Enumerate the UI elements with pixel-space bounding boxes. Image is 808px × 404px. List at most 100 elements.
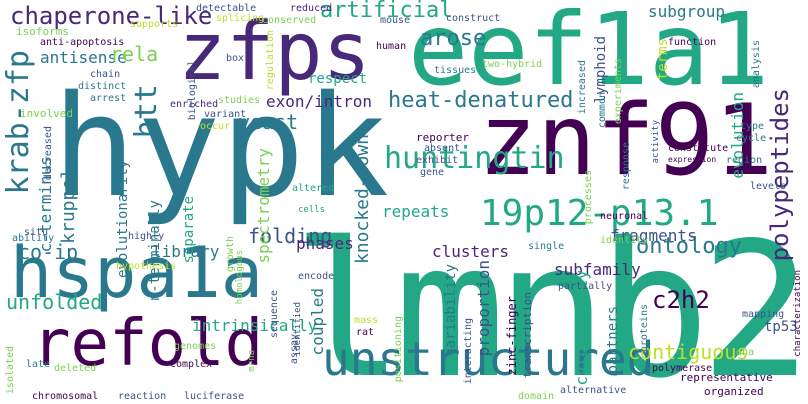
word-phases: phases <box>296 234 354 253</box>
word-constitute: constitute <box>668 143 729 154</box>
word-ontology: ontology <box>636 234 742 259</box>
word-variant: variant <box>204 109 247 120</box>
word-rela: rela <box>110 42 159 66</box>
word-regulation: regulation <box>265 30 276 91</box>
word-reduced: reduced <box>290 3 333 14</box>
word-proportion: proportion <box>474 260 493 357</box>
word-type: type <box>740 121 765 132</box>
word-characterization: characterization <box>793 270 803 357</box>
word-mass: mass <box>354 315 379 326</box>
word-hypothesis: hypothesis <box>116 261 177 272</box>
word-positioning: positioning <box>393 316 404 383</box>
word-co-ip: co-ip <box>18 240 79 264</box>
word-krab-zfp: krab-zfp <box>1 50 36 195</box>
word-single: single <box>528 241 565 252</box>
word-tp53: tp53 <box>764 319 798 335</box>
word-lmnb2: lmnb2 <box>292 202 808 404</box>
word-processes: processes <box>583 170 594 225</box>
word-library: library <box>152 242 220 261</box>
word-mrna: mrna <box>247 350 257 372</box>
word-znf91: znf91 <box>478 84 774 198</box>
word-yeast: yeast <box>238 110 299 134</box>
word-arrest: arrest <box>90 93 127 104</box>
word-human: human <box>376 41 407 52</box>
word-representative: representative <box>680 371 773 384</box>
word-spectrometry: spectrometry <box>254 148 273 264</box>
word-cells: cells <box>298 205 326 215</box>
word-two-hybrid: two-hybrid <box>482 59 543 70</box>
word-anti-apoptosis: anti-apoptosis <box>40 37 125 48</box>
word-zfps: zfps <box>178 5 371 98</box>
word-studies: studies <box>218 95 261 106</box>
word-polymerase: polymerase <box>652 363 713 374</box>
word-zinc-finger: zinc-finger <box>505 296 519 376</box>
word-gene: gene <box>420 167 445 178</box>
word-function: function <box>668 37 717 48</box>
word-region: region <box>726 155 763 166</box>
word-eef1a1: eef1a1 <box>408 0 770 108</box>
word-respect: respect <box>308 71 368 87</box>
word-domain: domain <box>518 391 555 402</box>
word-knocked-down: knocked-down <box>352 134 373 265</box>
word-rat: rat <box>356 327 375 338</box>
word-luciferase: luciferase <box>184 391 245 402</box>
word-partners: partners <box>605 306 621 374</box>
word-supports: supports <box>130 19 179 30</box>
word-complex: complex <box>170 359 213 370</box>
word-genomes: genomes <box>174 341 217 352</box>
word-reaction: reaction <box>118 391 167 402</box>
word-isolated: isolated <box>5 346 16 395</box>
word-subgroup: subgroup <box>648 2 726 21</box>
word-identity: identity <box>600 235 649 246</box>
word-repeats: repeats <box>382 202 450 221</box>
word-enriched: enriched <box>170 99 219 110</box>
word-unstructured: unstructured <box>322 332 655 386</box>
word-splicing: splicing <box>216 13 265 24</box>
word-absent: absent <box>424 143 461 154</box>
word-antisense: antisense <box>40 48 127 67</box>
word-kruppel: kruppel <box>58 168 79 244</box>
word-late: late <box>26 359 51 370</box>
word-response: response <box>621 142 632 191</box>
word-proteins: proteins <box>639 304 650 353</box>
word-situ: situ <box>24 227 49 238</box>
word-exhibit: exhibit <box>416 155 459 166</box>
word-folding: folding <box>248 224 333 248</box>
word-increased: increased <box>577 60 588 115</box>
word-partially: partially <box>558 281 613 292</box>
word-separate: separate <box>181 196 197 264</box>
word-transcription: transcription <box>521 292 534 379</box>
word-huntingtin: huntingtin <box>384 141 565 176</box>
word-ability: ability <box>12 233 55 244</box>
word-unfolded: unfolded <box>6 290 103 314</box>
word-box: box <box>226 53 245 64</box>
word-exon-intron: exon/intron <box>266 92 372 111</box>
word-decreased: decreased <box>43 126 54 181</box>
word-occur: occur <box>200 121 231 132</box>
word-intrinsically: intrinsically <box>192 316 318 335</box>
word-identified: identified <box>293 302 303 357</box>
word-deleted: deleted <box>54 363 97 374</box>
word-detectable: detectable <box>196 3 257 14</box>
word-clusters: clusters <box>432 242 510 261</box>
word-homologous: homologous <box>235 250 245 305</box>
word-isoforms: isoforms <box>16 25 69 38</box>
word-subfamily: subfamily <box>554 260 641 279</box>
word-coupled: coupled <box>308 288 327 356</box>
word-distinct: distinct <box>78 81 127 92</box>
word-expression: expression <box>668 155 717 164</box>
word-arose: arose <box>420 26 487 51</box>
word-sequence: sequence <box>269 290 280 339</box>
word-fragments: fragments <box>610 226 697 245</box>
word-polypeptides: polypeptides <box>766 88 794 262</box>
word-interacting: interacting <box>463 318 474 385</box>
word-analysis: analysis <box>751 40 762 89</box>
word-hspa1a: hspa1a <box>10 232 263 314</box>
word-variability: variability <box>443 264 459 357</box>
word-levels: levels <box>750 181 787 192</box>
word-mouse: mouse <box>380 15 411 26</box>
word-c2h2: c2h2 <box>652 286 710 314</box>
word-conserved: conserved <box>262 15 317 26</box>
word-chaperone-like: chaperone-like <box>10 2 213 30</box>
